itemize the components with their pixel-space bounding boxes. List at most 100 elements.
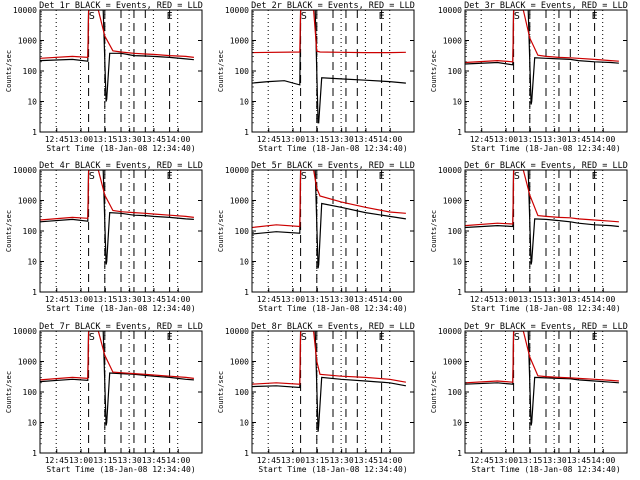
panel-title: Det 2r BLACK = Events, RED = LLD — [251, 1, 415, 11]
y-tick-label: 100 — [235, 67, 250, 76]
panel-title: Det 8r BLACK = Events, RED = LLD — [251, 322, 415, 332]
y-tick-label: 1 — [457, 128, 462, 137]
y-tick-label: 10 — [27, 258, 37, 267]
y-axis-label: Counts/sec — [5, 210, 13, 252]
x-tick-label: 13:45 — [142, 295, 166, 304]
y-tick-label: 100 — [23, 227, 38, 236]
y-tick-label: 10000 — [13, 6, 37, 15]
x-tick-label: 13:45 — [354, 135, 378, 144]
x-axis-label: Start Time (18-Jan-08 12:34:40) — [46, 465, 195, 474]
y-tick-label: 10000 — [225, 166, 249, 175]
x-tick-label: 13:00 — [494, 295, 518, 304]
x-tick-label: 12:45 — [257, 295, 281, 304]
y-tick-label: 10 — [452, 258, 462, 267]
y-tick-label: 1000 — [18, 358, 37, 367]
x-axis-label: Start Time (18-Jan-08 12:34:40) — [46, 144, 195, 153]
x-tick-label: 13:00 — [281, 135, 305, 144]
series-line-events — [465, 170, 619, 265]
y-tick-label: 10 — [452, 98, 462, 107]
x-tick-label: 13:15 — [93, 456, 117, 465]
y-tick-label: 1000 — [230, 37, 249, 46]
marker-start-label: S — [301, 332, 307, 343]
x-tick-label: 12:45 — [470, 295, 494, 304]
x-tick-label: 13:00 — [281, 456, 305, 465]
series-line-events — [40, 170, 194, 265]
series-line-lld — [40, 331, 194, 381]
y-tick-label: 10 — [239, 258, 249, 267]
marker-start-label: S — [89, 11, 95, 22]
plot-area — [465, 170, 619, 292]
x-tick-label: 12:45 — [470, 135, 494, 144]
x-tick-label: 13:15 — [518, 295, 542, 304]
marker-start-label: S — [89, 171, 95, 182]
y-tick-label: 1000 — [443, 37, 462, 46]
series-line-events — [465, 331, 619, 426]
series-line-lld — [465, 170, 619, 227]
x-tick-label: 12:45 — [470, 456, 494, 465]
x-axis-label: Start Time (18-Jan-08 12:34:40) — [258, 465, 407, 474]
x-tick-label: 14:00 — [166, 295, 190, 304]
x-tick-label: 13:15 — [305, 295, 329, 304]
x-tick-label: 13:30 — [118, 456, 142, 465]
y-tick-label: 10000 — [225, 6, 249, 15]
marker-end-label: E — [592, 11, 598, 22]
y-tick-label: 1000 — [230, 358, 249, 367]
y-tick-label: 1000 — [18, 37, 37, 46]
x-tick-label: 13:15 — [305, 456, 329, 465]
x-tick-label: 13:30 — [330, 295, 354, 304]
y-tick-label: 1 — [244, 288, 249, 297]
x-tick-label: 13:15 — [518, 456, 542, 465]
panel-title: Det 1r BLACK = Events, RED = LLD — [39, 1, 203, 11]
x-tick-label: 13:00 — [281, 295, 305, 304]
series-line-lld — [40, 170, 194, 221]
x-tick-label: 12:45 — [45, 456, 69, 465]
x-tick-label: 13:00 — [69, 456, 93, 465]
y-axis-label: Counts/sec — [430, 371, 438, 413]
x-tick-label: 13:30 — [330, 456, 354, 465]
y-tick-label: 10000 — [225, 327, 249, 336]
x-tick-label: 14:00 — [166, 456, 190, 465]
x-tick-label: 14:00 — [591, 135, 615, 144]
x-tick-label: 13:15 — [518, 135, 542, 144]
series-line-lld — [252, 170, 406, 229]
series-line-lld — [252, 10, 406, 54]
x-tick-label: 13:45 — [354, 295, 378, 304]
series-line-lld — [40, 10, 194, 59]
marker-end-label: E — [379, 171, 385, 182]
x-tick-label: 12:45 — [257, 135, 281, 144]
plot-area — [40, 331, 194, 453]
y-tick-label: 1 — [244, 449, 249, 458]
panel-title: Det 9r BLACK = Events, RED = LLD — [464, 322, 628, 332]
series-line-lld — [465, 331, 619, 384]
marker-end-label: E — [592, 171, 598, 182]
marker-end-label: E — [379, 11, 385, 22]
y-tick-label: 10 — [239, 98, 249, 107]
x-axis-label: Start Time (18-Jan-08 12:34:40) — [258, 144, 407, 153]
x-tick-label: 14:00 — [378, 456, 402, 465]
marker-end-label: E — [379, 332, 385, 343]
x-tick-label: 14:00 — [378, 135, 402, 144]
y-tick-label: 10 — [239, 419, 249, 428]
x-tick-label: 13:30 — [543, 295, 567, 304]
plot-area — [465, 10, 619, 132]
x-tick-label: 13:15 — [305, 135, 329, 144]
x-tick-label: 13:30 — [330, 135, 354, 144]
y-tick-label: 10000 — [13, 327, 37, 336]
y-tick-label: 1 — [244, 128, 249, 137]
y-tick-label: 10 — [452, 419, 462, 428]
y-tick-label: 1 — [32, 288, 37, 297]
y-tick-label: 10000 — [438, 166, 462, 175]
x-tick-label: 13:45 — [567, 456, 591, 465]
marker-end-label: E — [167, 332, 173, 343]
y-tick-label: 1 — [32, 128, 37, 137]
marker-end-label: E — [167, 171, 173, 182]
x-tick-label: 13:45 — [142, 135, 166, 144]
plot-area — [252, 331, 407, 453]
